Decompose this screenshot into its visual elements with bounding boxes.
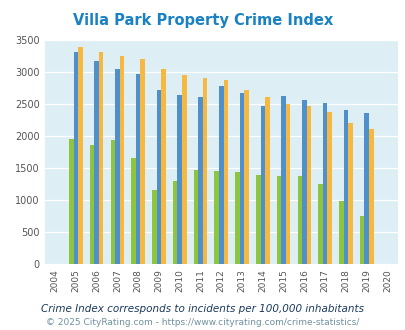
Bar [202,78,207,264]
Bar [156,90,161,264]
Bar [368,129,373,264]
Bar [318,184,322,264]
Text: © 2025 CityRating.com - https://www.cityrating.com/crime-statistics/: © 2025 CityRating.com - https://www.city… [46,318,359,327]
Bar [136,74,140,264]
Bar [99,52,103,264]
Bar [152,190,156,264]
Text: Villa Park Property Crime Index: Villa Park Property Crime Index [72,13,333,28]
Bar [359,216,364,264]
Bar [110,140,115,264]
Text: Crime Index corresponds to incidents per 100,000 inhabitants: Crime Index corresponds to incidents per… [41,304,364,314]
Bar [244,90,248,264]
Bar [276,176,281,264]
Bar [198,97,202,264]
Bar [214,171,218,264]
Bar [140,59,145,264]
Bar [181,75,186,264]
Bar [161,69,165,264]
Bar [281,96,285,264]
Bar [90,146,94,264]
Bar [73,52,78,264]
Bar [78,47,83,264]
Bar [69,139,73,264]
Bar [119,56,124,264]
Bar [255,175,260,264]
Bar [260,106,264,264]
Bar [223,80,228,264]
Bar [115,69,119,264]
Bar [193,170,198,264]
Bar [322,103,327,264]
Bar [306,106,311,264]
Bar [234,172,239,264]
Bar [364,113,368,264]
Bar [239,93,244,264]
Bar [173,181,177,264]
Bar [285,104,290,264]
Bar [343,110,347,264]
Bar [218,86,223,264]
Bar [327,112,331,264]
Bar [297,176,301,264]
Bar [94,61,99,264]
Bar [338,201,343,264]
Bar [131,158,136,264]
Bar [264,97,269,264]
Bar [301,100,306,264]
Bar [347,123,352,264]
Bar [177,95,181,264]
